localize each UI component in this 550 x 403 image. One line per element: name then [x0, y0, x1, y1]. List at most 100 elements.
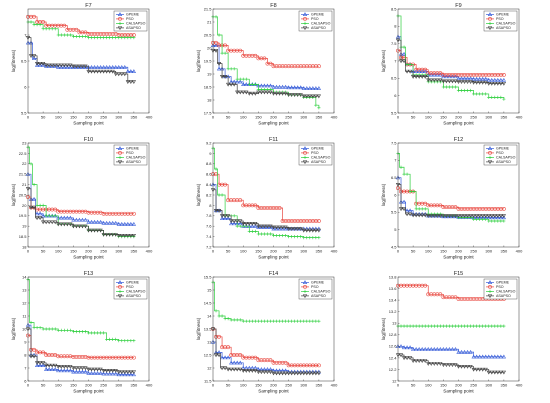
series-marker [47, 27, 51, 31]
x-tick-label: 150 [440, 115, 447, 120]
series-marker [256, 319, 260, 323]
series-marker [429, 347, 434, 351]
series-marker [62, 368, 67, 373]
series-marker [426, 78, 431, 83]
series-marker [456, 214, 461, 219]
series-marker [299, 235, 303, 239]
x-axis-label: Sampling point [443, 389, 474, 394]
series-marker [256, 90, 261, 95]
series-marker [411, 213, 416, 218]
series-marker [299, 319, 303, 323]
series-marker [126, 339, 130, 343]
series-marker [468, 364, 473, 369]
series-marker [89, 367, 94, 372]
series-marker [86, 69, 91, 74]
series-marker [122, 65, 127, 69]
y-tick-label: 13.8 [389, 274, 398, 279]
y-tick-label: 13.4 [389, 298, 398, 303]
y-tick-label: 7.4 [206, 234, 212, 239]
series-marker [108, 36, 112, 40]
series-marker [65, 368, 70, 373]
series-marker [274, 371, 279, 376]
series-marker [268, 224, 273, 229]
series-marker [77, 330, 82, 334]
series-marker [128, 370, 133, 375]
series-marker [480, 354, 485, 359]
series-marker [65, 33, 69, 37]
series-marker [110, 65, 115, 69]
series-marker [44, 63, 49, 68]
y-tick-label: 8 [209, 203, 212, 208]
series-marker [123, 36, 127, 40]
series-marker [68, 365, 73, 369]
series-marker [501, 72, 506, 77]
series-marker [444, 347, 449, 351]
series-marker [238, 224, 242, 228]
series-marker [41, 361, 46, 366]
legend-marker [118, 155, 122, 159]
series-marker [77, 369, 82, 374]
series-marker [226, 82, 231, 87]
series-marker [41, 350, 46, 355]
series-marker [229, 219, 234, 224]
series-marker [450, 347, 455, 351]
series-marker [465, 214, 470, 219]
series-marker [232, 367, 237, 372]
series-marker [86, 367, 91, 372]
series-marker [498, 215, 503, 220]
legend-label: CALSAPSO [126, 156, 146, 160]
series-marker [277, 319, 282, 323]
x-tick-label: 0 [212, 383, 215, 388]
series-marker [429, 362, 434, 366]
series-marker [477, 354, 482, 359]
series-marker [32, 183, 36, 187]
series-marker [417, 73, 421, 77]
series-marker [128, 233, 133, 238]
series-marker [89, 228, 94, 233]
chart-title: F11 [269, 137, 278, 143]
x-tick-label: 200 [455, 249, 462, 254]
series-marker [68, 65, 73, 69]
series-marker [71, 369, 76, 374]
x-tick-label: 350 [316, 249, 323, 254]
series-marker [441, 85, 445, 89]
x-axis-label: Sampling point [73, 255, 104, 260]
series-marker [241, 222, 246, 226]
series-marker [95, 65, 100, 69]
y-tick-label: 14 [22, 274, 27, 279]
legend-label: CALSAPSO [311, 290, 331, 294]
series-marker [31, 54, 37, 59]
series-marker [402, 324, 406, 328]
series-marker [265, 224, 270, 229]
series-marker [131, 372, 136, 377]
legend-marker [487, 160, 493, 165]
series-marker [486, 81, 491, 86]
series-marker [501, 81, 506, 86]
series-marker [41, 20, 46, 24]
series-marker [459, 80, 464, 85]
x-tick-label: 300 [485, 115, 492, 120]
series-marker [316, 94, 321, 99]
series-marker [475, 217, 479, 221]
series-marker [92, 219, 97, 224]
legend-marker [117, 294, 123, 299]
series-marker [74, 217, 79, 222]
x-tick-label: 150 [70, 115, 77, 120]
legend-marker [488, 155, 492, 159]
legend-label: CALSAPSO [311, 22, 331, 26]
series-marker [432, 324, 436, 328]
series-marker [229, 82, 234, 87]
series-marker [92, 65, 97, 69]
series-marker [292, 85, 297, 90]
x-tick-label: 200 [85, 115, 92, 120]
series-marker [471, 80, 476, 85]
series-marker [256, 224, 261, 229]
series-marker [41, 203, 45, 207]
y-tick-label: 5.5 [391, 110, 397, 115]
series-marker [438, 78, 443, 83]
series-marker [226, 67, 230, 71]
series-line [398, 354, 504, 373]
series-marker [289, 85, 294, 90]
series-marker [453, 205, 458, 210]
